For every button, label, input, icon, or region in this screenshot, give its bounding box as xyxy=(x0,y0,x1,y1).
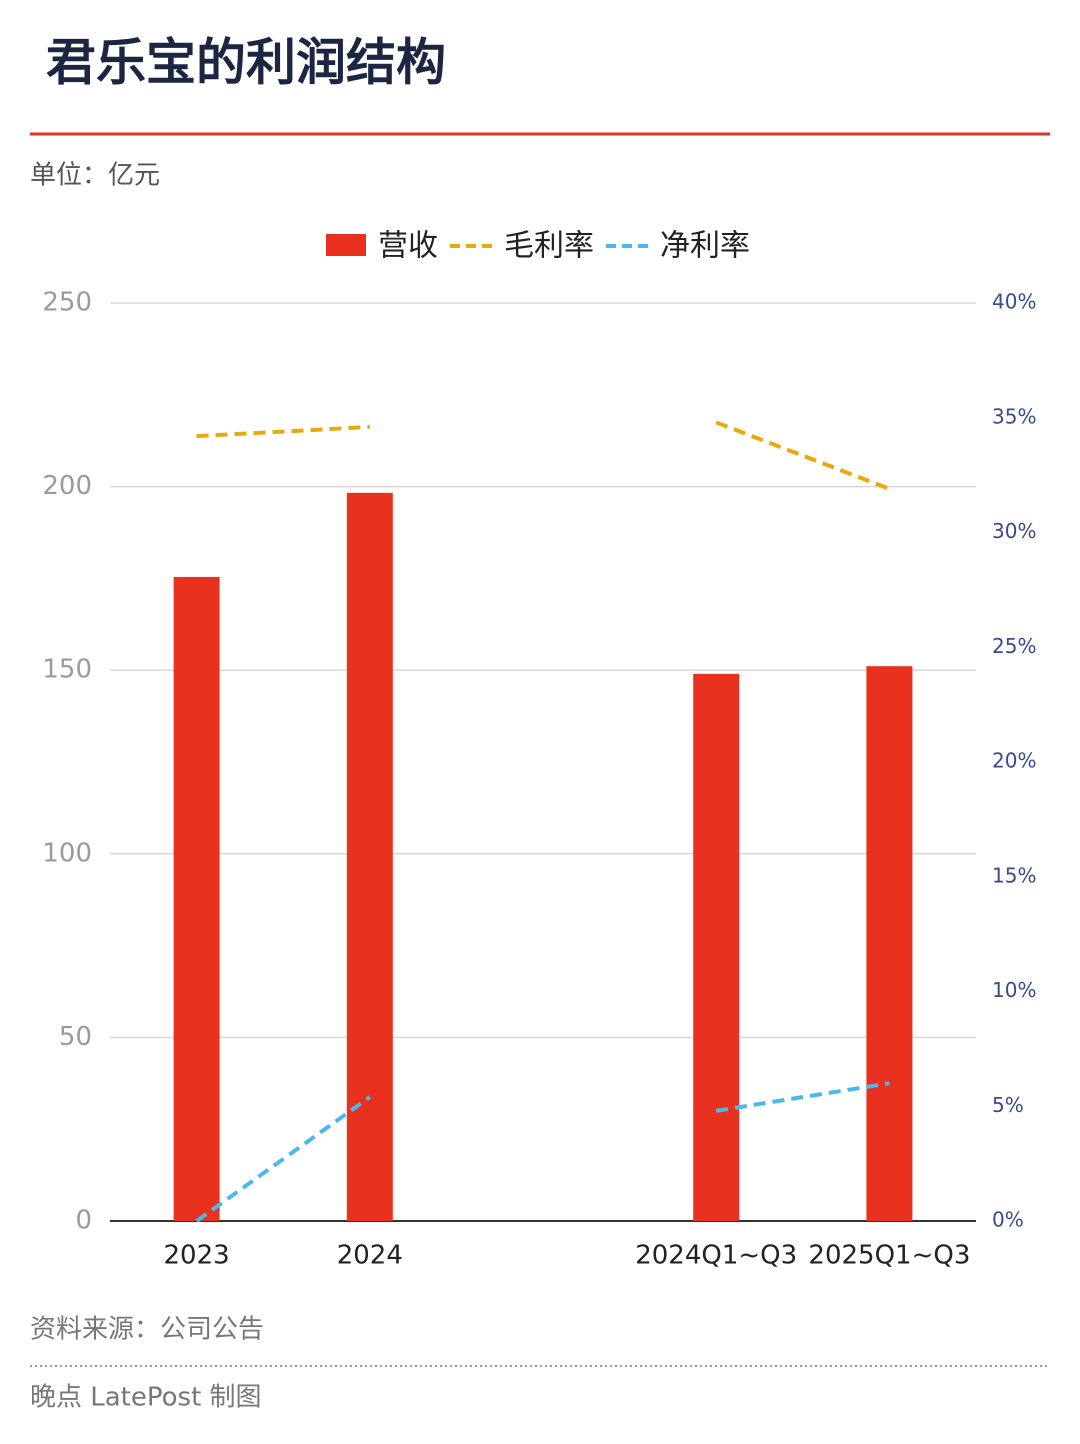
x-tick-label: 2024Q1~Q3 xyxy=(635,1241,797,1271)
y2-tick-label: 0% xyxy=(992,1208,1024,1232)
y-tick-label: 50 xyxy=(59,1022,92,1052)
credit: 晚点 LatePost 制图 xyxy=(30,1383,262,1413)
legend-label: 毛利率 xyxy=(504,229,594,264)
y-tick-label: 150 xyxy=(42,655,92,685)
y2-tick-label: 25% xyxy=(992,634,1036,658)
line xyxy=(195,1081,890,1223)
legend-label: 营收 xyxy=(378,229,438,264)
bar xyxy=(173,576,220,1221)
x-tick-label: 2024 xyxy=(337,1241,403,1271)
x-tick-label: 2023 xyxy=(164,1241,230,1271)
source: 资料来源：公司公告 xyxy=(30,1315,264,1345)
bar xyxy=(866,666,913,1221)
y2-tick-label: 40% xyxy=(992,290,1036,314)
y2-tick-label: 15% xyxy=(992,863,1036,887)
y2-tick-label: 30% xyxy=(992,519,1036,543)
y2-tick-label: 35% xyxy=(992,404,1036,428)
y-tick-label: 200 xyxy=(42,471,92,501)
y2-tick-label: 20% xyxy=(992,749,1036,773)
bar xyxy=(346,492,393,1221)
line xyxy=(196,420,891,491)
legend-swatch xyxy=(326,234,366,256)
y-tick-label: 100 xyxy=(42,838,92,868)
y2-tick-label: 5% xyxy=(992,1093,1024,1117)
y-tick-label: 250 xyxy=(42,288,92,318)
y-tick-label: 0 xyxy=(75,1206,92,1236)
unit-label: 单位：亿元 xyxy=(30,161,160,191)
y2-tick-label: 10% xyxy=(992,978,1036,1002)
x-tick-label: 2025Q1~Q3 xyxy=(808,1241,970,1271)
bar xyxy=(693,673,740,1221)
chart-title: 君乐宝的利润结构 xyxy=(46,34,446,92)
legend-label: 净利率 xyxy=(660,229,750,264)
